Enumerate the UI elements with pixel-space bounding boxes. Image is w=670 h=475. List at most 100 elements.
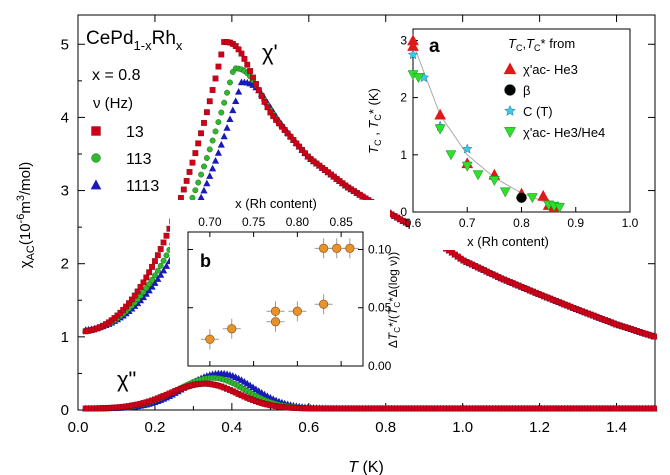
inset-a-point xyxy=(472,170,484,181)
chi-real-point xyxy=(154,267,161,274)
chi-real-point xyxy=(203,179,211,187)
x-tick-label: 0.2 xyxy=(145,419,166,436)
a-y-tick-label: 2 xyxy=(400,91,407,105)
x-tick-label: 0.0 xyxy=(68,419,89,436)
inset-b-data-layer xyxy=(200,238,359,350)
inset-b-panel-label: b xyxy=(200,251,211,271)
inset-a-legend: χ'ac- He3 β C (T) χ'ac- He3/He4 xyxy=(503,62,605,140)
inset-a-legend-label: β xyxy=(523,83,530,98)
a-x-tick-label: 0.6 xyxy=(405,216,422,230)
inset-a-point xyxy=(526,193,538,204)
chi-real-point xyxy=(146,269,153,276)
chi-real-point xyxy=(197,193,205,201)
inset-b-point xyxy=(227,324,237,334)
chi-real-point xyxy=(157,246,164,252)
inset-a-point xyxy=(413,73,424,84)
chi-real-point xyxy=(235,88,243,95)
y-tick-label: 5 xyxy=(61,36,69,53)
chi-real-point xyxy=(209,164,217,172)
legend-marker xyxy=(91,126,101,136)
chi-real-label: χ' xyxy=(262,40,278,65)
chi-real-point xyxy=(224,89,231,96)
chi-real-point xyxy=(250,74,256,81)
chi-real-point xyxy=(200,186,208,194)
chi-real-point xyxy=(152,258,158,265)
legend-label: 13 xyxy=(126,124,144,141)
x-tick-label: 1.2 xyxy=(529,419,550,436)
main-legend: 13 113 1113 xyxy=(90,124,159,195)
chi-real-point xyxy=(255,87,262,94)
a-x-tick-label: 0.7 xyxy=(459,216,476,230)
chi-real-point xyxy=(261,98,268,105)
chi-real-point xyxy=(143,274,150,281)
chi-real-point xyxy=(154,252,161,259)
legend-label: 1113 xyxy=(126,178,159,195)
inset-a-point xyxy=(537,189,550,201)
a-y-tick-label: 1 xyxy=(400,148,407,162)
x-tick-label: 0.4 xyxy=(221,419,242,436)
chi-imag-point xyxy=(651,405,657,412)
chi-real-point xyxy=(201,119,207,126)
chi-real-point xyxy=(212,128,219,135)
chi-real-point xyxy=(149,276,155,283)
chi-real-point xyxy=(203,109,210,116)
chi-real-point xyxy=(226,115,234,123)
chi-real-point xyxy=(160,239,167,246)
chi-real-point xyxy=(215,119,222,126)
inset-a-panel-label: a xyxy=(429,36,440,57)
y-tick-label: 4 xyxy=(61,109,69,126)
b-y-tick-label: 0.00 xyxy=(368,359,392,373)
chi-real-point xyxy=(180,186,187,193)
chi-real-point xyxy=(218,109,225,116)
chi-real-point xyxy=(215,63,222,70)
chi-real-point xyxy=(651,333,657,340)
chi-real-point xyxy=(226,79,233,86)
composition-label: x = 0.8 xyxy=(92,67,141,84)
chi-real-point xyxy=(163,232,170,239)
chi-real-point xyxy=(157,262,164,269)
inset-a-point xyxy=(461,161,473,172)
x-tick-label: 1.0 xyxy=(452,419,473,436)
inset-b-point xyxy=(319,243,329,253)
chi-real-point xyxy=(241,55,248,62)
b-y-tick-label: 0.10 xyxy=(368,242,392,256)
x-tick-label: 0.6 xyxy=(298,419,319,436)
inset-b-point xyxy=(345,243,355,253)
chi-real-point xyxy=(212,75,219,82)
b-y-tick-label: 0.05 xyxy=(368,301,392,315)
chi-real-point xyxy=(218,51,225,58)
inset-b-point xyxy=(270,306,281,316)
inset-a-point xyxy=(554,202,565,213)
chi-real-point xyxy=(195,179,202,186)
chi-real-point xyxy=(159,266,168,274)
a-y-tick-label: 3 xyxy=(400,33,407,47)
inset-a-legend-title: TC,TC* from xyxy=(508,36,575,53)
chi-real-point xyxy=(140,279,147,286)
chi-real-point xyxy=(209,137,216,144)
chi-real-point xyxy=(206,98,213,105)
chi-real-point xyxy=(223,124,231,131)
inset-b-x-axis-label: x (Rh content) xyxy=(235,196,317,211)
chi-real-point xyxy=(198,171,205,178)
inset-a-point xyxy=(407,49,419,60)
inset-a-legend-label: χ'ac- He3 xyxy=(523,62,578,77)
chi-real-point xyxy=(220,132,228,140)
inset-a-legend-marker xyxy=(504,104,516,116)
chi-real-point xyxy=(203,155,210,161)
legend-marker xyxy=(90,179,102,190)
legend-label: 113 xyxy=(126,151,152,168)
x-tick-label: 1.4 xyxy=(606,419,627,436)
inset-b-point xyxy=(319,299,329,309)
chi-real-point xyxy=(189,159,196,166)
y-tick-label: 1 xyxy=(61,329,69,346)
chi-real-point xyxy=(206,146,213,153)
inset-a-point xyxy=(445,150,457,161)
y-tick-label: 3 xyxy=(61,183,69,200)
chi-real-point xyxy=(195,140,202,147)
chi-real-point xyxy=(177,195,184,201)
y-tick-label: 2 xyxy=(61,256,69,273)
inset-a-legend-marker xyxy=(504,84,516,96)
chi-real-point xyxy=(201,163,207,170)
